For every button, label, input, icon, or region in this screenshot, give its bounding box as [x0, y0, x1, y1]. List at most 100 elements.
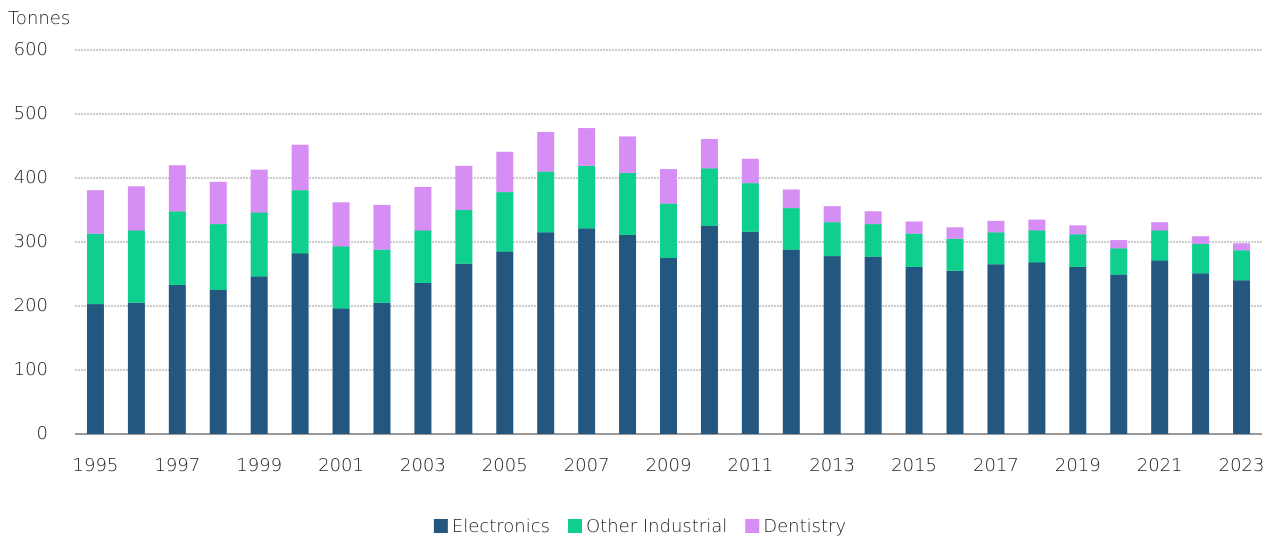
- bar-segment: [332, 246, 350, 309]
- y-tick-label: 500: [14, 103, 48, 124]
- bar-segment: [250, 212, 268, 277]
- bar-segment: [209, 181, 227, 225]
- bar-segment: [782, 208, 800, 250]
- x-tick-label: 2023: [1219, 455, 1265, 476]
- bar-segment: [1233, 243, 1251, 251]
- bar-segment: [127, 186, 145, 231]
- x-tick-label: 2007: [564, 455, 610, 476]
- bar-segment: [86, 190, 104, 234]
- bar-segment: [537, 171, 555, 233]
- bar-segment: [578, 165, 596, 229]
- bar-segment: [823, 256, 841, 434]
- bar-segment: [741, 158, 759, 184]
- bar-segment: [86, 233, 104, 305]
- bar-segment: [1151, 260, 1169, 434]
- bar-segment: [1110, 248, 1128, 275]
- bar-segment: [86, 304, 104, 434]
- x-tick-label: 2019: [1055, 455, 1101, 476]
- x-tick-label: 2003: [400, 455, 446, 476]
- bar-segment: [905, 221, 923, 234]
- bar-segment: [782, 189, 800, 209]
- bar-segment: [1028, 262, 1046, 434]
- y-tick-label: 100: [14, 359, 48, 380]
- x-tick-label: 2015: [891, 455, 937, 476]
- bar-segment: [946, 270, 964, 434]
- bar-segment: [332, 202, 350, 247]
- bar-segment: [1110, 240, 1128, 249]
- bar-segment: [291, 144, 309, 191]
- bar-segment: [127, 302, 145, 434]
- y-tick-label: 400: [14, 167, 48, 188]
- bar-segment: [127, 230, 145, 303]
- bar-segment: [496, 151, 514, 193]
- bar-segment: [578, 128, 596, 166]
- bar-segment: [414, 186, 432, 231]
- bar-segment: [1069, 266, 1087, 434]
- bar-segment: [660, 203, 677, 258]
- bar-segment: [168, 211, 186, 285]
- bar-segment: [946, 227, 964, 239]
- bar-segment: [1192, 273, 1210, 434]
- y-tick-label: 0: [37, 423, 48, 444]
- bar-segment: [700, 138, 718, 169]
- bar-segment: [741, 231, 759, 434]
- bar-segment: [496, 192, 514, 252]
- y-tick-label: 300: [14, 231, 48, 252]
- x-tick-label: 2009: [646, 455, 692, 476]
- bar-segment: [578, 228, 596, 434]
- bar-segment: [1233, 280, 1251, 434]
- bar-segment: [168, 165, 186, 212]
- bar-segment: [250, 169, 268, 213]
- bar-segment: [1192, 243, 1210, 274]
- bar-segment: [1110, 274, 1128, 434]
- bar-segment: [619, 234, 637, 434]
- bar-segment: [619, 136, 637, 173]
- x-tick-label: 2005: [482, 455, 528, 476]
- bar-segment: [537, 232, 555, 434]
- y-tick-label: 600: [14, 39, 48, 60]
- x-tick-label: 2011: [727, 455, 773, 476]
- bar-segment: [455, 263, 473, 434]
- legend-label: Dentistry: [763, 516, 846, 537]
- bar-segment: [946, 238, 964, 271]
- bar-segment: [700, 226, 718, 434]
- bar-segment: [455, 210, 473, 264]
- bar-segment: [1069, 234, 1087, 267]
- bar-segment: [987, 220, 1005, 233]
- bar-segment: [823, 222, 841, 257]
- bar-segment: [291, 253, 309, 434]
- legend-label: Other Industrial: [586, 516, 727, 537]
- x-tick-label: 2013: [809, 455, 855, 476]
- bar-segment: [864, 256, 882, 434]
- bar-segment: [1192, 236, 1210, 244]
- bar-segment: [1069, 225, 1087, 235]
- bar-segment: [1233, 250, 1251, 281]
- bar-segment: [823, 206, 841, 223]
- x-tick-label: 2017: [973, 455, 1019, 476]
- y-axis-label: Tonnes: [8, 8, 70, 29]
- bar-segment: [864, 224, 882, 257]
- bar-segment: [373, 302, 391, 434]
- bar-segment: [168, 284, 186, 434]
- legend-label: Electronics: [452, 516, 550, 537]
- bar-segment: [373, 249, 391, 303]
- bar-segment: [373, 204, 391, 250]
- bar-segment: [987, 232, 1005, 265]
- y-tick-label: 200: [14, 295, 48, 316]
- bar-segment: [455, 165, 473, 210]
- bar-segment: [905, 233, 923, 267]
- bar-segment: [1028, 219, 1046, 231]
- bar-segment: [332, 308, 350, 434]
- bar-segment: [660, 169, 677, 204]
- x-tick-label: 2021: [1137, 455, 1183, 476]
- bar-segment: [291, 190, 309, 254]
- bar-segment: [700, 168, 718, 226]
- bar-segment: [864, 211, 882, 225]
- bar-segment: [250, 276, 268, 434]
- x-tick-label: 1997: [154, 455, 200, 476]
- x-tick-label: 1999: [236, 455, 282, 476]
- bar-segment: [1151, 230, 1169, 261]
- bar-segment: [741, 183, 759, 232]
- bar-segment: [496, 251, 514, 434]
